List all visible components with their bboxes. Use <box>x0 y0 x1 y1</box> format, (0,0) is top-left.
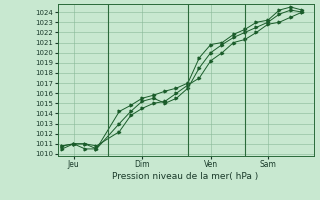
X-axis label: Pression niveau de la mer( hPa ): Pression niveau de la mer( hPa ) <box>112 172 259 181</box>
